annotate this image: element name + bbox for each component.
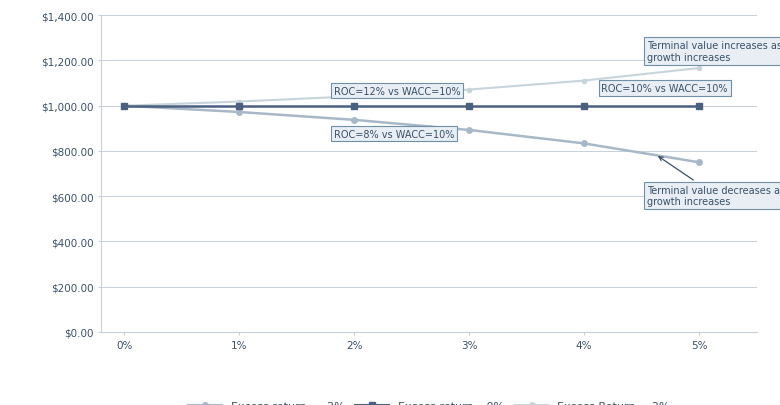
Text: Terminal value increases as
growth increases: Terminal value increases as growth incre… (647, 41, 780, 66)
Text: ROC=8% vs WACC=10%: ROC=8% vs WACC=10% (334, 129, 454, 139)
Text: ROC=12% vs WACC=10%: ROC=12% vs WACC=10% (334, 86, 460, 96)
Legend: Excess return = -2%, Excess return =0%, Excess Return = 2%: Excess return = -2%, Excess return =0%, … (184, 396, 674, 405)
Text: Terminal value decreases as
growth increases: Terminal value decreases as growth incre… (647, 157, 780, 207)
Text: ROC=10% vs WACC=10%: ROC=10% vs WACC=10% (601, 84, 728, 94)
